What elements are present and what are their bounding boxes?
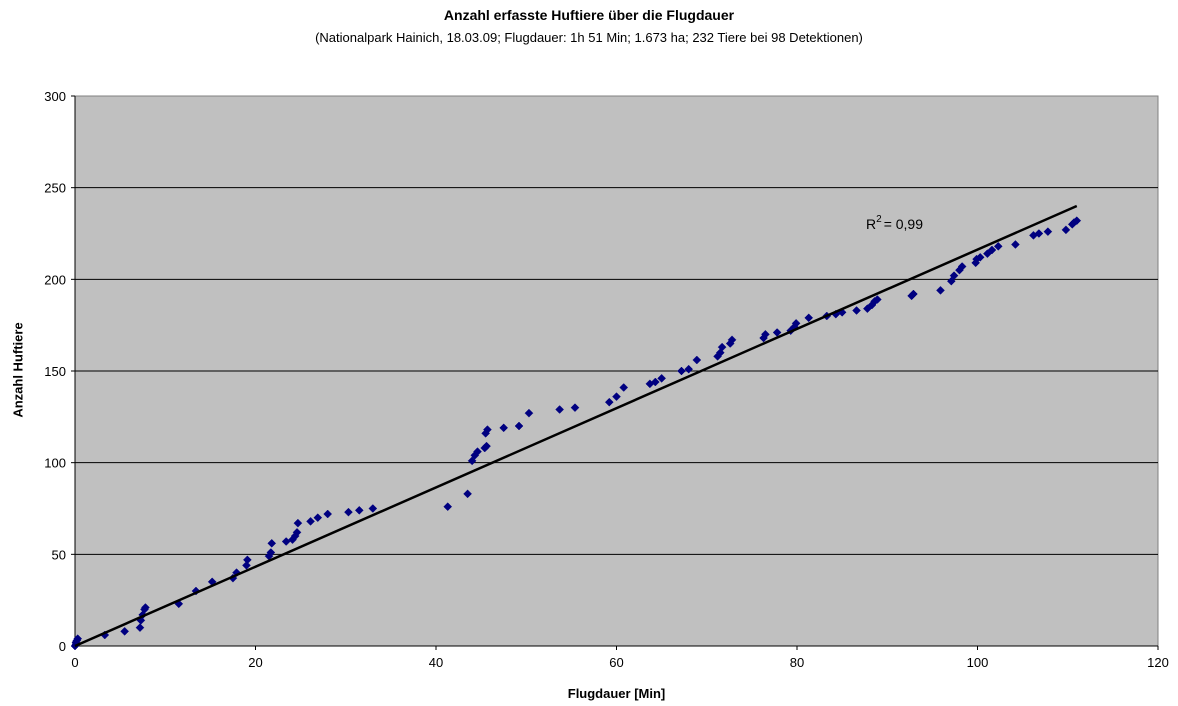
axes	[71, 95, 1159, 650]
trendline-layer	[74, 204, 1078, 648]
data-point	[1043, 227, 1053, 237]
x-axis-label: Flugdauer [Min]	[567, 686, 666, 701]
data-point	[604, 397, 614, 407]
data-point	[909, 289, 918, 299]
data-point	[292, 527, 302, 537]
data-point	[650, 377, 660, 387]
data-point	[1011, 240, 1020, 249]
x-tick-label: 0	[71, 655, 78, 670]
data-point	[949, 271, 959, 281]
data-point	[483, 425, 492, 435]
data-point	[323, 509, 333, 519]
data-point	[73, 634, 83, 644]
data-point	[993, 241, 1003, 251]
y-tick-label: 100	[44, 456, 66, 471]
data-point	[141, 603, 150, 612]
data-point	[555, 405, 564, 414]
data-point	[266, 548, 276, 557]
data-point	[482, 441, 491, 451]
r-squared-superscript: 2	[876, 214, 882, 225]
data-points	[70, 216, 1082, 651]
data-point	[499, 423, 509, 433]
data-point	[514, 421, 524, 431]
x-tick-label: 60	[609, 655, 623, 670]
y-tick-label: 0	[59, 639, 66, 654]
data-point	[804, 313, 814, 323]
data-point	[463, 489, 472, 499]
x-tick-label: 40	[429, 655, 443, 670]
x-tick-label: 80	[790, 655, 804, 670]
data-point	[619, 383, 629, 392]
data-point	[368, 504, 378, 513]
data-point	[717, 342, 727, 352]
chart-title: Anzahl erfasste Huftiere über die Flugda…	[443, 7, 735, 23]
data-point	[852, 306, 861, 315]
y-tick-label: 250	[44, 181, 66, 196]
data-point	[936, 285, 945, 295]
x-tick-label: 120	[1147, 655, 1169, 670]
data-point	[120, 626, 129, 636]
chart-subtitle: (Nationalpark Hainich, 18.03.09; Flugdau…	[315, 30, 863, 45]
data-point	[243, 555, 252, 565]
data-point	[975, 252, 985, 262]
data-point	[1034, 229, 1044, 238]
data-point	[987, 245, 997, 255]
data-point	[570, 403, 580, 413]
data-point	[135, 623, 145, 633]
data-point	[354, 505, 364, 515]
data-point	[727, 335, 737, 345]
x-tick-label: 100	[967, 655, 989, 670]
data-point	[957, 262, 967, 271]
tick-labels: 0 50 100 150 200 250 300 0 20 40 60 80 100 120	[44, 89, 1169, 670]
data-point	[344, 507, 353, 517]
data-point	[473, 447, 482, 457]
grid-lines	[75, 187, 1158, 555]
data-point	[872, 295, 882, 304]
y-tick-label: 300	[44, 89, 66, 104]
data-point	[692, 355, 702, 365]
x-tick-label: 20	[248, 655, 262, 670]
data-point	[1072, 216, 1082, 226]
data-point	[684, 364, 694, 374]
y-tick-label: 50	[52, 547, 66, 562]
data-point	[677, 366, 686, 376]
r-squared-value: = 0,99	[884, 216, 924, 232]
data-point	[1061, 225, 1071, 235]
data-point	[612, 392, 621, 402]
data-point	[657, 373, 666, 383]
data-point	[791, 318, 801, 328]
data-point	[524, 408, 534, 418]
trendline	[74, 204, 1078, 648]
y-tick-label: 200	[44, 272, 66, 287]
data-point	[267, 538, 277, 548]
r-squared-prefix: R	[866, 216, 876, 232]
data-point	[761, 329, 770, 339]
data-point	[443, 502, 453, 512]
y-tick-label: 150	[44, 364, 66, 379]
r-squared-label: R2 = 0,99	[866, 214, 923, 232]
data-point	[306, 516, 315, 526]
data-point	[293, 518, 303, 528]
data-point	[313, 513, 323, 523]
